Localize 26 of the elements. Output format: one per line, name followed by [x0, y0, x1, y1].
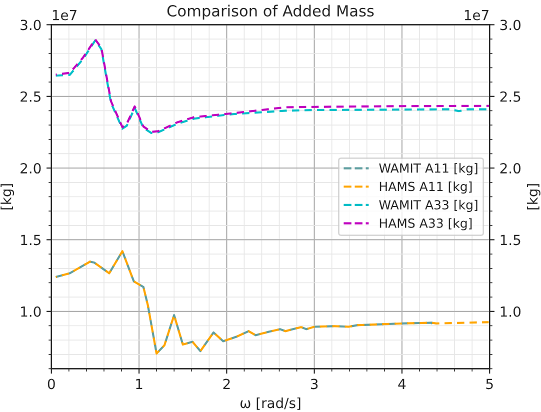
y-tick-label: 1.0 — [21, 306, 41, 317]
legend-label: WAMIT A11 [kg] — [379, 163, 478, 176]
y-axis-title: [kg] — [0, 184, 14, 210]
y2-tick-label: 2.0 — [500, 163, 520, 174]
x-tick-label: 5 — [486, 378, 493, 390]
legend-label: HAMS A33 [kg] — [380, 218, 472, 230]
text: 1e7 — [52, 10, 76, 20]
y2-tick-label: 2.5 — [500, 91, 520, 102]
text: 1e7 — [464, 10, 488, 20]
y-tick-label: 2.0 — [20, 163, 41, 174]
x-tick-label: 4 — [398, 378, 406, 390]
y2-axis-title: [kg] — [526, 184, 540, 210]
y2-tick-label: 1.0 — [500, 306, 520, 317]
legend-label: HAMS A11 [kg] — [380, 182, 472, 194]
y-tick-label: 2.5 — [20, 91, 40, 102]
y-tick-label: 1.5 — [21, 234, 40, 246]
legend-label: WAMIT A33 [kg] — [379, 200, 478, 212]
y-tick-label: 3.0 — [20, 20, 41, 30]
x-tick-label: 1 — [136, 378, 142, 390]
y2-tick-label: 1.5 — [500, 234, 520, 246]
x-axis-title: ω [rad/s] — [240, 397, 300, 410]
x-tick-label: 2 — [223, 378, 230, 390]
x-tick-label: 3 — [310, 378, 318, 390]
x-tick-label: 0 — [48, 378, 55, 390]
chart-title: Comparison of Added Mass — [167, 4, 374, 20]
y2-tick-label: 3.0 — [500, 20, 520, 30]
